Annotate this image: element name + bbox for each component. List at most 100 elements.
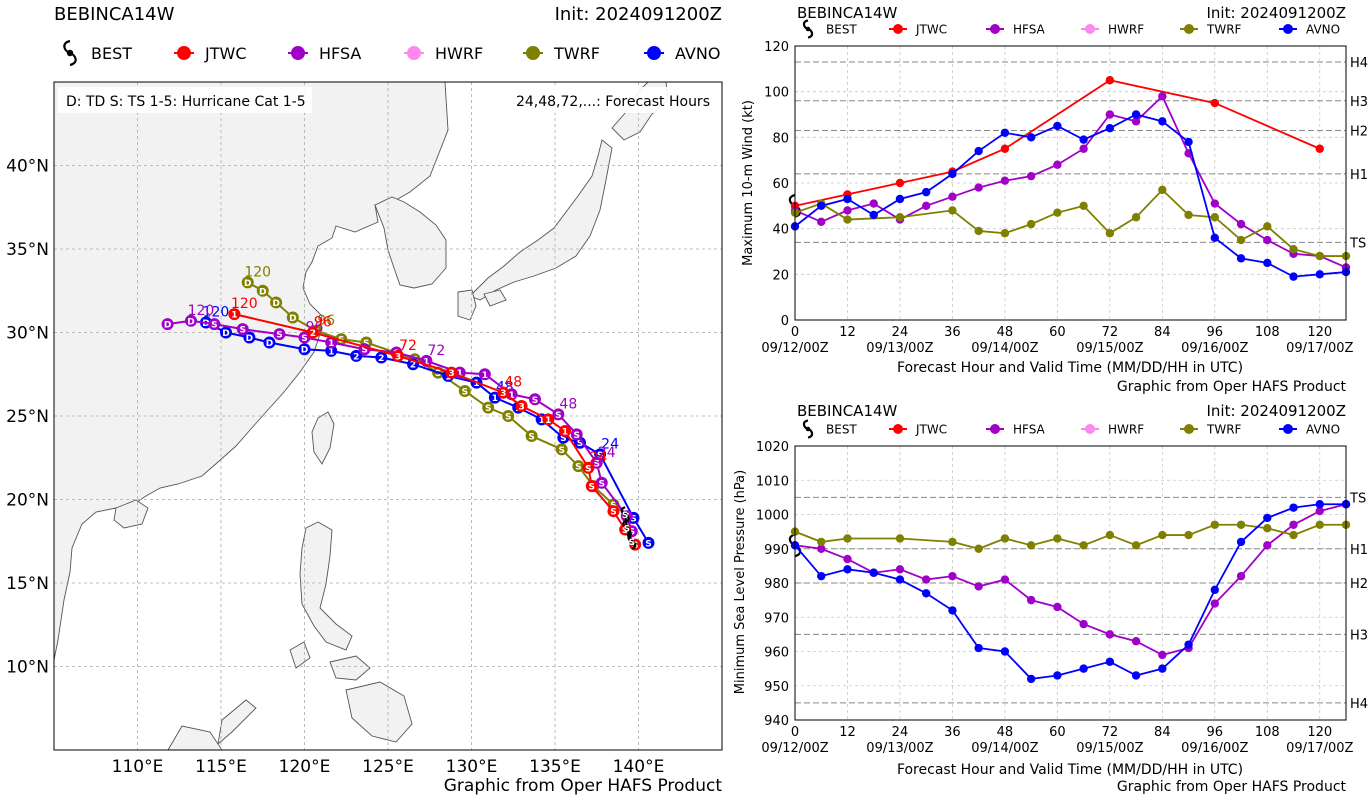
x-date-label: 09/16/00Z <box>1181 741 1248 756</box>
data-point <box>948 571 957 581</box>
data-point <box>1210 213 1220 222</box>
map-title: BEBINCA14W <box>54 4 175 25</box>
track-point-category: 1 <box>508 391 514 401</box>
data-point <box>1263 513 1272 523</box>
data-point <box>1263 222 1272 231</box>
data-point <box>1289 520 1298 529</box>
x-date-label: 09/12/00Z <box>761 341 828 356</box>
series-twrf <box>790 520 1351 553</box>
legend-label-twrf: TWRF <box>1206 422 1242 436</box>
track-point-category: S <box>560 434 566 444</box>
mindoro <box>289 641 311 669</box>
data-point <box>1053 602 1062 612</box>
data-point <box>817 217 826 227</box>
track-point-category: 3 <box>500 389 506 399</box>
x-date-label: 09/12/00Z <box>761 741 828 756</box>
legend-marker-hfsa <box>291 46 305 60</box>
track-point-category: S <box>622 526 628 536</box>
data-point <box>843 215 852 224</box>
x-tick-label: 60 <box>1049 325 1066 340</box>
legend-label-jtwc: JTWC <box>204 44 246 63</box>
track-point-category: 1 <box>423 357 429 367</box>
track-hour-label: 24 <box>601 436 619 452</box>
track-point-category: D <box>266 339 273 349</box>
track-point-category: S <box>594 459 600 469</box>
x-tick-label: 12 <box>839 325 856 340</box>
track-hour-label: 96 <box>314 315 332 331</box>
track-point <box>570 428 583 441</box>
legend-marker-twrf <box>1184 24 1194 34</box>
data-point <box>1053 121 1062 131</box>
category-label: H2 <box>1350 577 1368 592</box>
data-point <box>1079 144 1088 153</box>
wind-legend: BEST JTWC HFSA HWRF TWRF AVNO <box>802 19 1340 39</box>
data-point <box>843 534 852 543</box>
legend-label-hwrf: HWRF <box>435 44 483 63</box>
track-point <box>585 480 598 493</box>
data-point <box>1158 92 1167 101</box>
data-point <box>895 534 905 543</box>
data-point <box>843 565 852 574</box>
x-tick-label: 84 <box>1154 725 1171 740</box>
data-point <box>1000 128 1010 137</box>
track-point-category: S <box>629 538 635 548</box>
track-point <box>241 276 254 289</box>
track-hour-label: 72 <box>427 343 445 359</box>
data-point <box>1131 671 1141 680</box>
legend-marker-twrf <box>526 46 540 60</box>
legend-item-twrf: TWRF <box>1180 22 1242 36</box>
track-point <box>256 284 269 297</box>
map-key-right-box <box>494 87 718 113</box>
legend-item-avno: AVNO <box>1279 22 1340 36</box>
data-point <box>1000 647 1010 656</box>
data-point <box>1158 530 1167 540</box>
track-point <box>458 384 471 397</box>
data-point <box>1210 233 1220 242</box>
data-point <box>1079 135 1088 144</box>
map-frame <box>53 81 723 751</box>
data-point <box>1289 245 1298 254</box>
category-label: H3 <box>1350 628 1368 643</box>
x-tick-label: 120 <box>1307 325 1332 340</box>
track-point-category: 3 <box>448 369 454 379</box>
track-point-category: 1 <box>482 371 488 381</box>
wind-init: Init: 2024091200Z <box>1206 4 1346 22</box>
palawan <box>217 699 257 746</box>
map-key-left: D: TD S: TS 1-5: Hurricane Cat 1-5 <box>66 94 306 110</box>
y-tick-label: 990 <box>764 543 789 558</box>
track-point <box>542 413 555 426</box>
data-point <box>1315 144 1324 153</box>
x-date-label: 09/17/00Z <box>1286 741 1353 756</box>
track-hour-label: 120 <box>188 303 215 319</box>
data-point <box>1079 541 1088 550</box>
data-point <box>869 199 878 208</box>
x-tick-label: 24 <box>892 725 909 740</box>
visayas <box>329 655 371 681</box>
map-lon-tick: 140°E <box>613 757 665 777</box>
track-point-category: 3 <box>395 352 401 362</box>
y-tick-label: 80 <box>772 131 789 146</box>
data-point <box>1263 541 1272 550</box>
track-hour-label: 48 <box>504 375 522 391</box>
x-date-label: 09/16/00Z <box>1181 341 1248 356</box>
mainland-asia <box>53 81 449 661</box>
data-point <box>1158 117 1167 126</box>
data-point <box>921 201 931 211</box>
map-lat-tick: 40°N <box>6 157 49 177</box>
data-point <box>921 589 931 598</box>
data-point <box>974 226 983 236</box>
legend-item-twrf: TWRF <box>523 44 600 63</box>
legend-item-hfsa: HFSA <box>986 422 1046 436</box>
data-point <box>843 554 852 564</box>
category-label: H2 <box>1350 124 1368 139</box>
data-point <box>1026 171 1036 181</box>
data-point <box>1131 117 1141 126</box>
data-point <box>1105 110 1115 119</box>
luzon <box>299 521 353 651</box>
x-tick-label: 72 <box>1102 725 1119 740</box>
data-point <box>895 194 905 204</box>
track-point-category: 1 <box>473 379 479 389</box>
data-point <box>974 544 983 553</box>
track-point-category: D <box>164 321 171 331</box>
track-hour-label: 120 <box>231 296 258 312</box>
